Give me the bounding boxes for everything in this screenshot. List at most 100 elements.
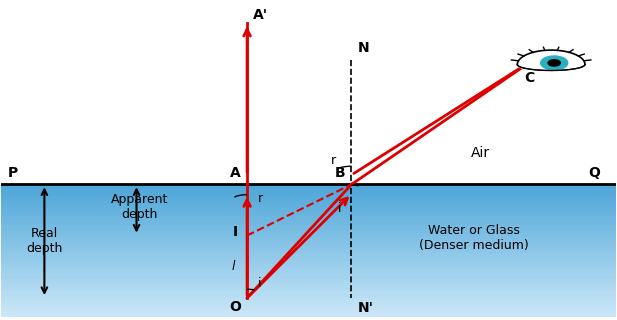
- Bar: [1, 285, 616, 287]
- Bar: [1, 300, 616, 302]
- Bar: [1, 259, 616, 260]
- Bar: [1, 302, 616, 304]
- Bar: [1, 310, 616, 312]
- Text: A: A: [230, 166, 241, 180]
- Text: i: i: [337, 202, 341, 215]
- Bar: [1, 257, 616, 259]
- Bar: [1, 226, 616, 228]
- Bar: [1, 208, 616, 209]
- Circle shape: [540, 56, 568, 70]
- Bar: [1, 188, 616, 189]
- Text: r: r: [258, 192, 263, 205]
- Bar: [1, 274, 616, 276]
- Bar: [1, 221, 616, 222]
- Text: P: P: [7, 166, 18, 180]
- Bar: [1, 297, 616, 299]
- Bar: [1, 267, 616, 269]
- Text: C: C: [524, 71, 535, 85]
- Bar: [1, 193, 616, 194]
- Bar: [1, 295, 616, 297]
- Bar: [1, 232, 616, 234]
- Bar: [1, 214, 616, 216]
- Bar: [1, 228, 616, 229]
- Text: Water or Glass
(Denser medium): Water or Glass (Denser medium): [420, 224, 529, 252]
- Text: A': A': [253, 8, 268, 22]
- Bar: [1, 206, 616, 208]
- Bar: [1, 291, 616, 292]
- Bar: [1, 270, 616, 272]
- Bar: [1, 252, 616, 254]
- Bar: [1, 212, 616, 214]
- Bar: [1, 262, 616, 264]
- Bar: [1, 315, 616, 317]
- Text: I: I: [233, 225, 238, 239]
- Bar: [1, 241, 616, 242]
- Bar: [1, 249, 616, 251]
- Bar: [1, 307, 616, 309]
- Bar: [1, 209, 616, 211]
- Text: N': N': [358, 301, 374, 315]
- Bar: [1, 287, 616, 289]
- Bar: [1, 260, 616, 262]
- Bar: [1, 196, 616, 198]
- Circle shape: [548, 60, 560, 66]
- Bar: [1, 276, 616, 277]
- Bar: [1, 269, 616, 270]
- Bar: [1, 237, 616, 239]
- Bar: [1, 219, 616, 221]
- Text: B: B: [335, 166, 346, 180]
- Text: Real
depth: Real depth: [26, 227, 62, 255]
- Bar: [1, 272, 616, 274]
- Bar: [1, 234, 616, 236]
- Bar: [1, 281, 616, 282]
- Bar: [1, 216, 616, 218]
- Bar: [1, 201, 616, 203]
- Text: Apparent
depth: Apparent depth: [111, 193, 168, 221]
- Bar: [1, 266, 616, 267]
- Text: Q: Q: [589, 166, 600, 180]
- Bar: [1, 284, 616, 285]
- Text: i: i: [258, 277, 262, 290]
- Bar: [1, 247, 616, 249]
- Text: Air: Air: [471, 146, 490, 160]
- Bar: [1, 282, 616, 284]
- Bar: [1, 305, 616, 307]
- Bar: [1, 218, 616, 219]
- Bar: [1, 191, 616, 193]
- Text: r: r: [331, 154, 336, 167]
- Bar: [1, 251, 616, 252]
- Bar: [1, 294, 616, 295]
- Bar: [1, 211, 616, 212]
- Bar: [1, 1, 616, 184]
- Bar: [1, 186, 616, 188]
- Bar: [1, 277, 616, 279]
- Bar: [1, 229, 616, 231]
- Bar: [1, 299, 616, 300]
- Bar: [1, 204, 616, 206]
- Bar: [1, 198, 616, 199]
- Bar: [1, 231, 616, 232]
- Bar: [1, 312, 616, 314]
- Bar: [1, 224, 616, 226]
- Bar: [1, 194, 616, 196]
- Bar: [1, 256, 616, 257]
- Text: l: l: [232, 260, 235, 273]
- Bar: [1, 184, 616, 186]
- Bar: [1, 264, 616, 266]
- Bar: [1, 244, 616, 246]
- Bar: [1, 236, 616, 237]
- Bar: [1, 242, 616, 244]
- Bar: [1, 279, 616, 281]
- Bar: [1, 199, 616, 201]
- Bar: [1, 314, 616, 315]
- Bar: [1, 289, 616, 291]
- Bar: [1, 292, 616, 294]
- Bar: [1, 222, 616, 224]
- Bar: [1, 203, 616, 204]
- Bar: [1, 254, 616, 256]
- Bar: [1, 189, 616, 191]
- Text: O: O: [229, 300, 241, 314]
- Bar: [1, 246, 616, 247]
- Text: N: N: [358, 41, 369, 55]
- Bar: [1, 239, 616, 241]
